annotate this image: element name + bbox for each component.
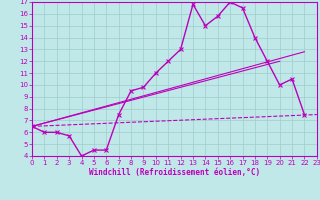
X-axis label: Windchill (Refroidissement éolien,°C): Windchill (Refroidissement éolien,°C) (89, 168, 260, 177)
